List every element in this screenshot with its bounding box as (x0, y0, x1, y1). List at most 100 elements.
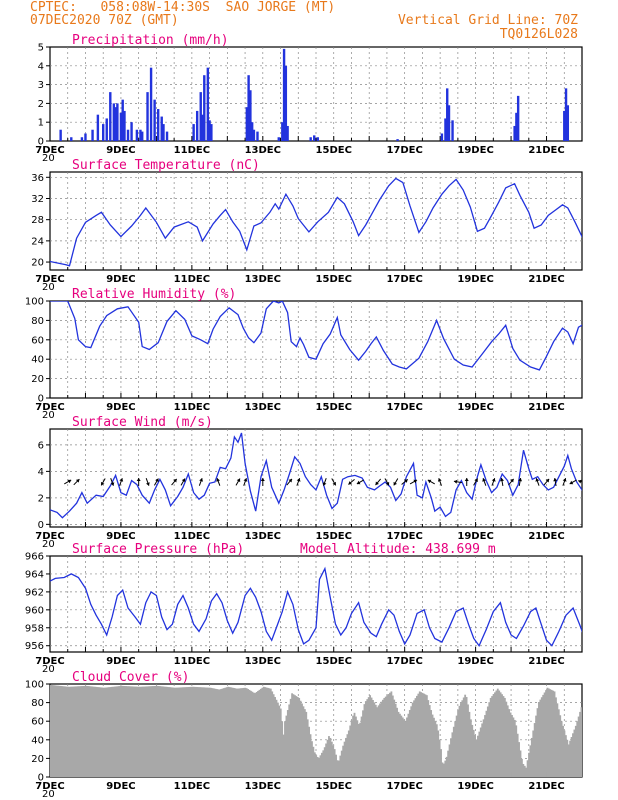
cloud-bar (515, 725, 518, 777)
cloud-bar (139, 686, 142, 777)
cloud-bar (347, 730, 350, 777)
cloud-bar (442, 763, 445, 777)
wind-arrow (348, 479, 355, 485)
precip-bar (451, 120, 454, 141)
cloud-bar (145, 686, 147, 777)
cloud-bar (434, 721, 437, 777)
x-tick-label: 19DEC (457, 274, 493, 285)
cloud-bar (542, 694, 545, 777)
cloud-bar (494, 692, 496, 777)
cloud-bar (170, 687, 173, 777)
cloud-bar (164, 686, 167, 777)
precip-bar (564, 88, 568, 141)
cloud-bar (252, 692, 255, 777)
cloud-bar (244, 687, 247, 777)
y-tick-label: 0 (38, 137, 44, 148)
x-year-label: 20 (42, 539, 55, 550)
cloud-bar (272, 694, 275, 777)
cloud-bar (129, 686, 132, 777)
wind-arrow-head (236, 478, 241, 483)
precip-bar (563, 110, 566, 141)
cloud-bar (201, 687, 204, 777)
precip-bar (195, 110, 199, 141)
cloud-bar (508, 709, 511, 777)
cloud-bar (296, 697, 299, 777)
precip-bar (146, 92, 149, 141)
cloud-bar (495, 690, 498, 777)
cloud-bar (109, 687, 112, 777)
cloud-bar (166, 686, 169, 777)
wind-arrow-head (569, 480, 574, 485)
cloud-bar (111, 686, 113, 777)
cloud-bar (484, 715, 486, 777)
wind-arrow-head (356, 480, 361, 485)
cloud-bar (181, 687, 184, 777)
cloud-bar (349, 725, 352, 777)
x-tick-label: 15DEC (316, 145, 352, 156)
cloud-bar (577, 716, 580, 777)
cloud-bar (251, 691, 254, 777)
cloud-bar (112, 686, 115, 777)
cloud-bar (55, 685, 58, 777)
cloud-bar (119, 686, 122, 777)
wind-arrow (437, 478, 442, 486)
x-tick-label: 15DEC (316, 781, 352, 792)
cloud-bar (285, 715, 288, 777)
cloud-bar (430, 710, 433, 777)
cloud-bar (59, 685, 62, 777)
wind-arrow-head (404, 479, 408, 483)
cloud-bar (469, 719, 472, 777)
cloud-bar (564, 735, 567, 777)
cloud-bar (187, 687, 190, 777)
cloud-bar (176, 687, 179, 777)
wind-line (50, 432, 582, 519)
wind-arrow-head (427, 479, 432, 484)
panel-rh: 0 20 40 60 80 100 7DEC 9DEC 11DEC 13DEC 15DEC 17DEC… (25, 287, 583, 421)
cloud-bar (396, 707, 398, 777)
cloud-bar (520, 758, 523, 777)
cloud-bar (512, 717, 515, 777)
precip-bar (447, 105, 451, 141)
cloud-bar (281, 721, 284, 777)
wind-arrow-head (119, 478, 124, 482)
y-tick-label: 36 (31, 173, 44, 184)
precip-bar (153, 99, 156, 141)
x-tick-label: 17DEC (386, 402, 422, 413)
precip-bar (162, 124, 165, 141)
cloud-bar (376, 707, 379, 777)
cloud-bar (479, 727, 482, 777)
cloud-bar (143, 686, 146, 777)
cloud-bar (71, 686, 74, 777)
x-tick-label: 19DEC (457, 531, 493, 542)
cloud-bar (518, 742, 520, 777)
cloud-bar (560, 721, 563, 777)
precip-bar (112, 103, 116, 141)
cloud-bar (149, 686, 152, 777)
cloud-bar (511, 715, 513, 777)
cloud-bar (122, 685, 125, 777)
series-group (50, 177, 582, 267)
cloud-bar (224, 687, 227, 777)
wind-arrow-head (348, 481, 352, 485)
cloud-bar (553, 691, 556, 777)
y-tick-label: 60 (31, 717, 44, 728)
x-tick-label: 9DEC (106, 656, 135, 667)
cloud-bar (455, 715, 458, 777)
cloud-bar (167, 687, 170, 777)
cloud-bar (533, 723, 536, 777)
precip-bar (123, 110, 126, 141)
cloud-bar (210, 687, 213, 777)
cloud-bar (465, 697, 468, 777)
y-tick-label: 1 (38, 118, 44, 129)
cloud-bar (162, 686, 164, 777)
cloud-bar (452, 726, 455, 777)
cloud-bar (437, 730, 440, 777)
cloud-bar (528, 752, 530, 777)
cloud-bar (526, 760, 529, 777)
cloud-bar (398, 713, 401, 777)
panel-title: Surface Temperature (nC) (72, 158, 260, 173)
precip-bar (206, 67, 210, 141)
cloud-bar (428, 705, 431, 777)
cloud-bar (101, 687, 103, 777)
x-tick-label: 13DEC (245, 531, 281, 542)
